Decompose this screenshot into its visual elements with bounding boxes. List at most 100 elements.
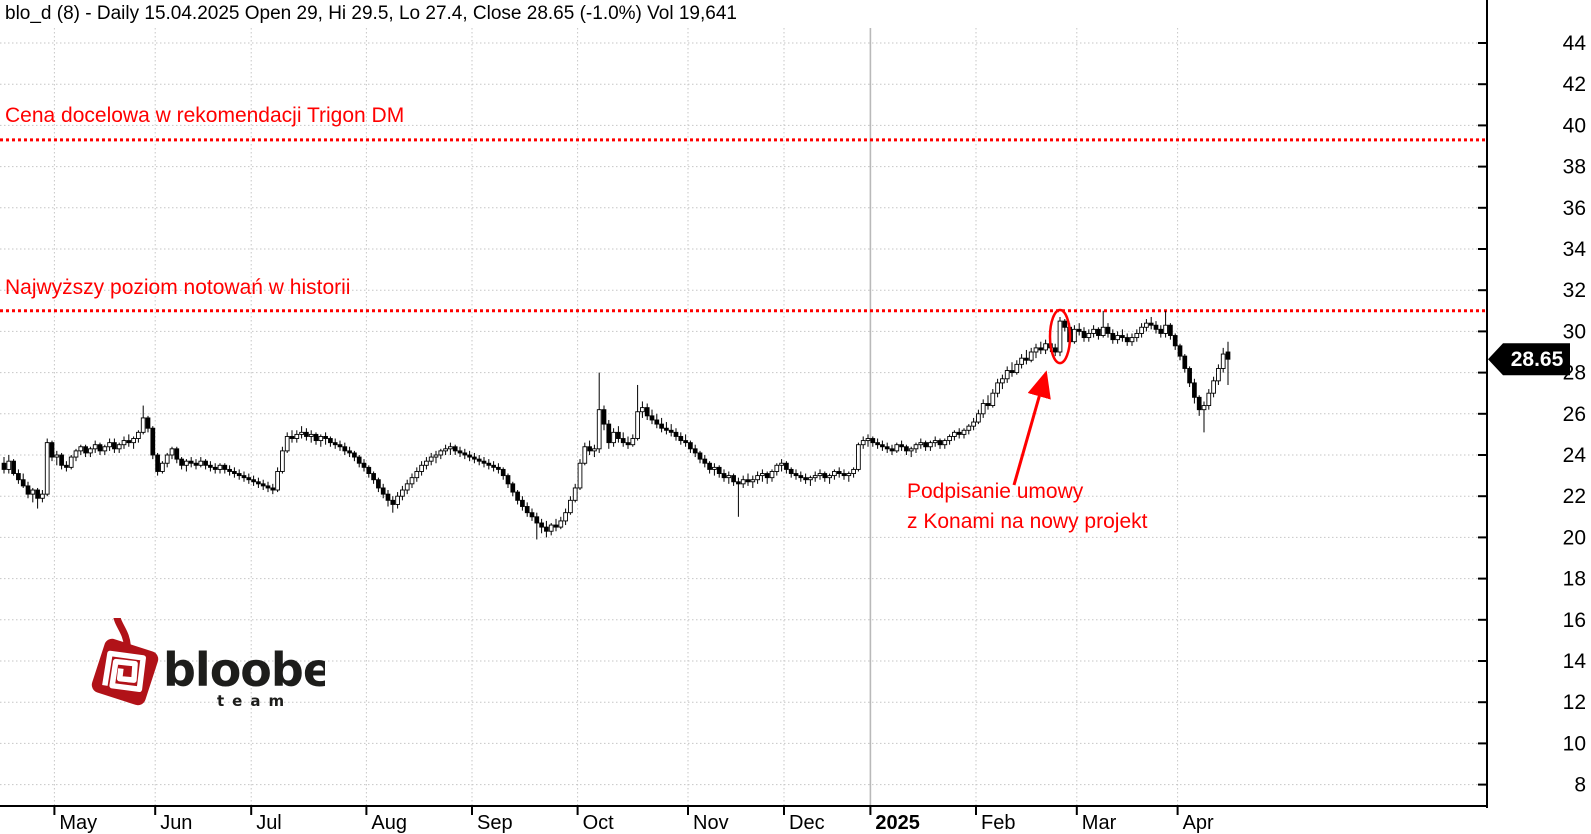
candle-down xyxy=(616,431,621,439)
candle-up xyxy=(1014,363,1020,374)
logo-spiral-icon xyxy=(102,650,146,693)
candle-up xyxy=(630,438,636,446)
candle-up xyxy=(400,489,405,497)
candle-down xyxy=(390,499,396,505)
candle-down xyxy=(332,442,338,446)
x-axis-label: 2025 xyxy=(875,812,920,834)
logo-red-square xyxy=(91,638,159,706)
candle-down xyxy=(1158,328,1164,334)
candle-down xyxy=(1182,355,1188,369)
candle-up xyxy=(419,464,424,472)
candle-up xyxy=(121,440,127,446)
konami-event-line1: Podpisanie umowy xyxy=(907,480,1084,503)
candle-up xyxy=(140,417,146,433)
candle-down xyxy=(1009,370,1015,374)
y-axis-label: 14 xyxy=(1563,650,1587,673)
candle-down xyxy=(956,431,962,435)
ath-label: Najwyższy poziom notowań w historii xyxy=(5,276,351,299)
y-axis-label: 34 xyxy=(1563,238,1587,261)
candle-up xyxy=(88,448,93,454)
candle-down xyxy=(539,522,544,528)
x-axis-label: Oct xyxy=(583,812,615,834)
candle-up xyxy=(424,460,429,466)
candle-up xyxy=(1139,326,1144,334)
candle-down xyxy=(880,444,885,448)
candle-up xyxy=(947,436,952,442)
candle-up xyxy=(184,460,189,466)
candle-up xyxy=(107,442,112,448)
x-axis-label: Mar xyxy=(1082,812,1117,834)
candle-down xyxy=(193,462,199,466)
candle-up xyxy=(443,448,448,452)
candle-up xyxy=(577,462,583,489)
candle-down xyxy=(467,454,472,458)
candle-up xyxy=(995,382,1000,394)
y-axis-label: 10 xyxy=(1563,732,1586,755)
candle-up xyxy=(851,468,856,474)
candle-up xyxy=(160,462,165,472)
candle-down xyxy=(97,444,103,452)
candle-down xyxy=(870,438,876,444)
candle-down xyxy=(337,444,343,448)
candle-up xyxy=(1043,343,1048,351)
candle-down xyxy=(457,450,463,454)
candle-up xyxy=(44,442,50,495)
candle-down xyxy=(745,479,751,483)
candle-down xyxy=(702,458,708,464)
candle-down xyxy=(515,491,520,501)
candle-down xyxy=(1096,328,1101,336)
y-axis-label: 42 xyxy=(1563,73,1586,96)
candle-up xyxy=(1086,333,1092,339)
candle-down xyxy=(688,442,693,450)
candle-down xyxy=(683,440,688,444)
candle-down xyxy=(49,442,55,458)
candle-up xyxy=(217,464,223,470)
candle-up xyxy=(409,477,415,485)
x-axis-label: Apr xyxy=(1183,812,1214,834)
candle-down xyxy=(1177,345,1183,357)
chart-title: blo_d (8) - Daily 15.04.2025 Open 29, Hi… xyxy=(5,3,737,24)
y-axis-label: 36 xyxy=(1563,197,1586,220)
candle-down xyxy=(491,464,496,468)
candle-down xyxy=(251,479,256,483)
candle-up xyxy=(169,448,175,456)
candle-down xyxy=(352,452,357,458)
candle-down xyxy=(889,448,895,452)
candle-down xyxy=(1076,328,1082,332)
candle-down xyxy=(64,464,69,468)
candle-up xyxy=(942,440,948,446)
candle-down xyxy=(841,473,847,477)
candle-down xyxy=(798,475,804,479)
y-axis-label: 16 xyxy=(1563,609,1586,632)
y-axis-label: 12 xyxy=(1563,691,1586,714)
candle-down xyxy=(606,423,612,444)
candle-down xyxy=(304,431,309,437)
candle-down xyxy=(155,454,160,472)
candle-down xyxy=(544,526,549,532)
konami-event-note: Podpisanie umowy z Konami na nowy projek… xyxy=(907,477,1147,537)
candle-up xyxy=(846,473,852,477)
candle-down xyxy=(1225,351,1231,360)
candle-down xyxy=(716,466,722,474)
candle-up xyxy=(856,444,861,470)
candle-up xyxy=(971,421,976,427)
candle-up xyxy=(1100,326,1106,336)
candle-down xyxy=(208,464,213,468)
candle-up xyxy=(976,413,981,423)
candle-down xyxy=(904,446,909,452)
candle-down xyxy=(380,487,386,495)
candle-down xyxy=(764,473,770,479)
candle-down xyxy=(707,462,712,470)
logo-sub-text: team xyxy=(217,692,292,710)
candle-up xyxy=(750,479,756,483)
candle-up xyxy=(404,483,410,491)
candle-down xyxy=(500,468,506,477)
candle-down xyxy=(505,475,511,485)
candle-down xyxy=(361,462,367,468)
candle-up xyxy=(740,479,746,485)
candle-down xyxy=(793,473,799,477)
candle-up xyxy=(558,520,564,528)
candle-down xyxy=(937,440,943,446)
candle-up xyxy=(980,403,986,415)
